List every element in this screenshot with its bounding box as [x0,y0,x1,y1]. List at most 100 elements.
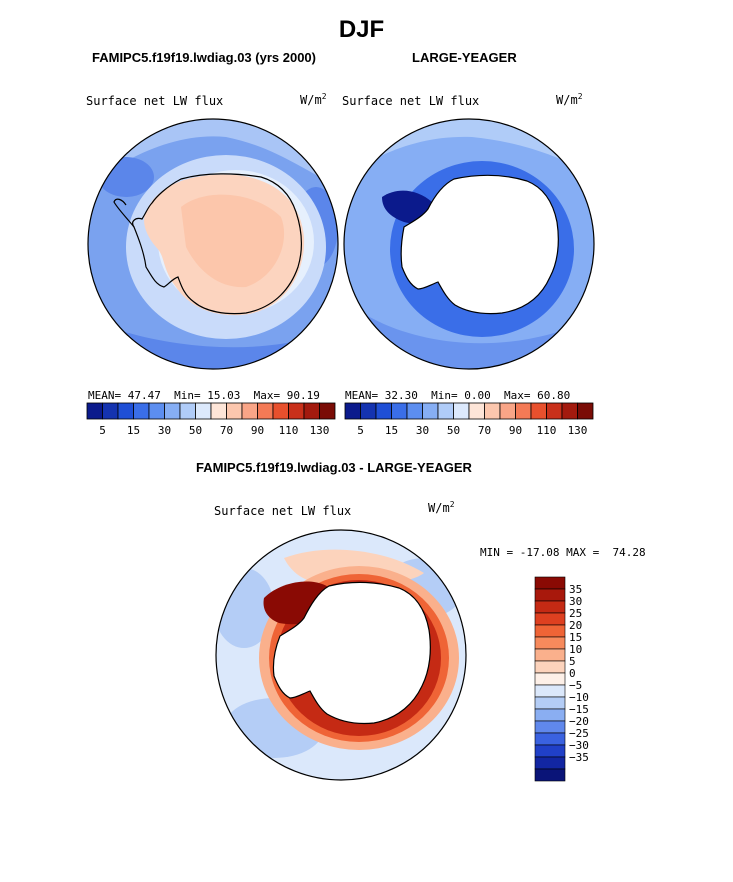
panel1-map-border [87,118,339,370]
colorbar-tick-label: 50 [189,424,202,437]
colorbar-cell [499,402,516,420]
colorbar-cell [226,402,243,420]
colorbar-cell [534,732,566,746]
panel3-stats: MIN = -17.08 MAX = 74.28 [480,546,646,559]
colorbar-cell [515,402,532,420]
colorbar-tick-label: −35 [569,751,589,764]
colorbar-tick-label: 5 [357,424,364,437]
panel1-stats: MEAN= 47.47 Min= 15.03 Max= 90.19 [88,389,320,402]
diff-case-title: FAMIPC5.f19f19.lwdiag.03 - LARGE-YEAGER [196,460,472,475]
colorbar-cell [534,660,566,674]
panel3-antarctica-missing [272,581,431,725]
colorbar-cell [468,402,485,420]
panel1-map [87,118,339,370]
colorbar-cell [534,600,566,614]
panel1-colorbar: 5 15 30 50 70 90 110 130 [86,402,336,437]
colorbar-cell [534,708,566,722]
colorbar-cell [534,636,566,650]
colorbar-cell [534,756,566,770]
colorbar-cell [534,672,566,686]
colorbar-cell [148,402,165,420]
colorbar-cell [422,402,439,420]
colorbar-tick-label: 70 [478,424,491,437]
colorbar-cell [288,402,305,420]
colorbar-cell [546,402,563,420]
colorbar-tick-label: 5 [99,424,106,437]
colorbar-cell [117,402,134,420]
colorbar-tick-label: 0 [569,667,576,680]
left-case-title: FAMIPC5.f19f19.lwdiag.03 (yrs 2000) [92,50,316,65]
page-title: DJF [338,16,385,43]
colorbar-tick-label: −5 [569,679,582,692]
colorbar-cell [272,402,289,420]
colorbar-tick-label: 20 [569,619,582,632]
panel1-patch-a [98,157,154,197]
panel3-map [215,529,467,781]
panel1-coastline [132,173,302,315]
colorbar-cell [534,612,566,626]
colorbar-cell [257,402,274,420]
colorbar-cell [437,402,454,420]
colorbar-cell [344,402,361,420]
colorbar-cell [133,402,150,420]
colorbar-tick-label: −30 [569,739,589,752]
colorbar-cell [241,402,258,420]
colorbar-tick-label: 30 [158,424,171,437]
colorbar-cell [319,402,336,420]
panel2-map [343,118,595,370]
right-case-title: LARGE-YEAGER [412,50,517,65]
colorbar-tick-label: 10 [569,643,582,656]
panel2-title: Surface net LW flux [342,94,480,108]
colorbar-tick-label: 130 [568,424,588,437]
colorbar-cell [86,402,103,420]
colorbar-tick-label: 30 [569,595,582,608]
colorbar-tick-label: 30 [416,424,429,437]
colorbar-cell [534,576,566,590]
panel2-colorbar: 5 15 30 50 70 90 110 130 [344,402,594,437]
colorbar-cell [453,402,470,420]
colorbar-cell [534,588,566,602]
colorbar-cell [375,402,392,420]
panel1-units: W/m2 [300,92,327,107]
colorbar-tick-label: 90 [509,424,522,437]
panel3-map-border [215,529,467,781]
colorbar-tick-label: 15 [569,631,582,644]
colorbar-cell [303,402,320,420]
colorbar-tick-label: −15 [569,703,589,716]
colorbar-tick-label: 5 [569,655,576,668]
colorbar-cell [534,720,566,734]
colorbar-cell [210,402,227,420]
colorbar-cell [484,402,501,420]
colorbar-tick-label: −25 [569,727,589,740]
colorbar-tick-label: 35 [569,583,582,596]
panel1-title: Surface net LW flux [86,94,224,108]
colorbar-cell [534,696,566,710]
panel3-units: W/m2 [428,500,455,515]
colorbar-tick-label: 110 [279,424,299,437]
colorbar-cell [164,402,181,420]
colorbar-cell [391,402,408,420]
colorbar-cell [179,402,196,420]
panel1-antarctica-inner [181,194,285,288]
panel2-map-border [343,118,595,370]
colorbar-cell [195,402,212,420]
colorbar-cell [534,768,566,782]
colorbar-tick-label: −20 [569,715,589,728]
colorbar-cell [406,402,423,420]
panel2-antarctica-missing [400,174,559,315]
colorbar-cell [534,684,566,698]
panel3-title: Surface net LW flux [214,504,352,518]
colorbar-tick-label: 130 [310,424,330,437]
colorbar-tick-label: 50 [447,424,460,437]
colorbar-tick-label: 70 [220,424,233,437]
colorbar-cell [577,402,594,420]
colorbar-cell [561,402,578,420]
colorbar-tick-label: 15 [127,424,140,437]
colorbar-tick-label: 25 [569,607,582,620]
colorbar-cell [534,624,566,638]
panel2-stats: MEAN= 32.30 Min= 0.00 Max= 60.80 [345,389,571,402]
colorbar-cell [530,402,547,420]
colorbar-tick-label: 90 [251,424,264,437]
panel1-peninsula [113,198,135,228]
